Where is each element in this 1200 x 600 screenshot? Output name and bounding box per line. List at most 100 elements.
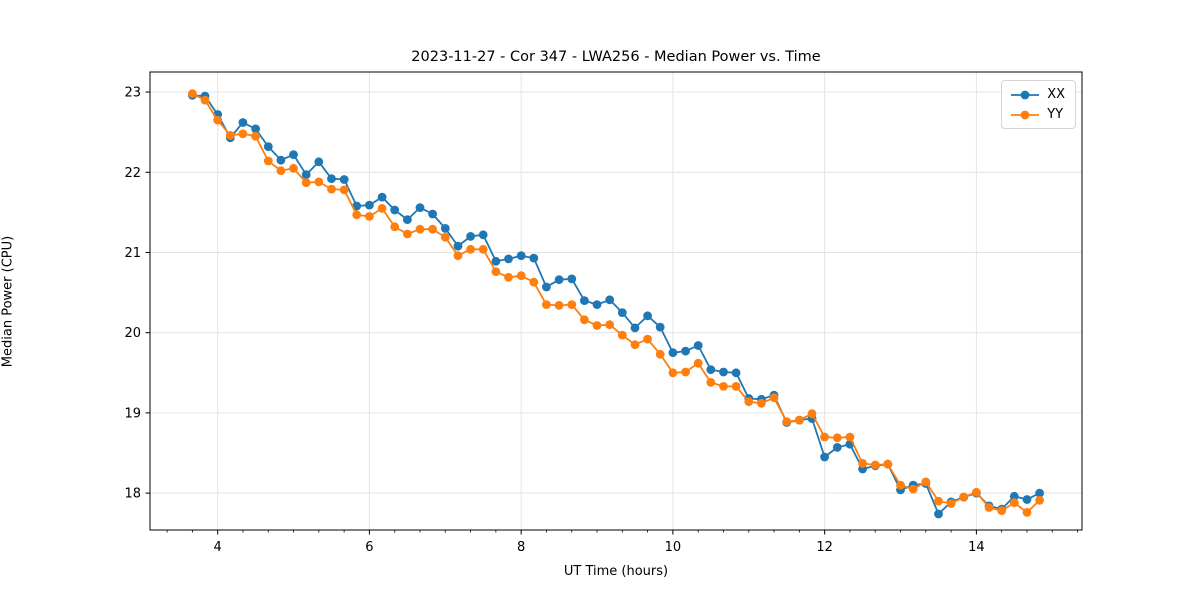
data-point-yy <box>263 156 273 166</box>
x-tick-label: 8 <box>517 540 525 555</box>
data-point-yy <box>719 382 728 391</box>
data-point-yy <box>858 459 867 468</box>
data-point-yy <box>870 460 880 470</box>
x-axis-label: UT Time (hours) <box>563 564 669 579</box>
data-point-yy <box>365 212 374 221</box>
data-point-yy <box>466 244 475 254</box>
data-point-yy <box>934 496 943 506</box>
y-tick-label: 23 <box>124 86 141 101</box>
data-point-xx <box>516 251 526 261</box>
data-point-yy <box>377 204 387 213</box>
y-tick-label: 20 <box>124 326 141 341</box>
data-point-xx <box>276 155 286 165</box>
data-point-yy <box>921 477 931 487</box>
y-axis-label: Median Power (CPU) <box>0 235 16 368</box>
data-point-yy <box>327 184 336 194</box>
legend-item-xx: XX <box>1010 86 1065 103</box>
data-point-yy <box>731 382 741 391</box>
data-point-xx <box>1035 488 1044 498</box>
data-point-xx <box>440 224 450 233</box>
x-tick-label: 6 <box>365 540 373 555</box>
data-point-xx <box>580 296 589 305</box>
data-point-xx <box>415 203 425 213</box>
data-point-yy <box>668 368 678 378</box>
data-point-yy <box>415 224 425 234</box>
data-point-yy <box>908 484 918 494</box>
data-point-xx <box>377 192 387 202</box>
data-point-yy <box>339 185 349 195</box>
data-point-xx <box>731 368 741 378</box>
data-point-xx <box>289 150 298 160</box>
data-point-xx <box>390 205 400 215</box>
data-point-yy <box>567 300 577 309</box>
data-point-yy <box>314 177 324 187</box>
data-point-yy <box>605 320 615 330</box>
legend-line-marker-icon <box>1011 90 1040 99</box>
data-point-xx <box>630 323 640 333</box>
data-point-yy <box>832 433 842 443</box>
data-point-yy <box>1035 495 1044 505</box>
data-point-yy <box>795 415 804 425</box>
data-point-xx <box>529 253 539 263</box>
series-line-yy <box>191 92 1041 514</box>
data-point-yy <box>529 277 539 287</box>
data-point-yy <box>251 131 260 141</box>
data-point-xx <box>466 232 475 241</box>
data-point-xx <box>617 308 627 317</box>
data-point-xx <box>403 215 412 225</box>
data-point-yy <box>238 129 248 139</box>
data-point-yy <box>630 340 640 350</box>
data-point-yy <box>554 301 564 310</box>
data-point-xx <box>453 241 463 251</box>
data-point-yy <box>845 432 855 442</box>
data-point-yy <box>1022 508 1032 517</box>
data-point-yy <box>289 163 298 173</box>
data-point-yy <box>301 178 311 188</box>
data-point-yy <box>820 432 829 442</box>
data-point-yy <box>200 95 210 105</box>
data-point-xx <box>478 230 488 240</box>
data-point-yy <box>592 321 602 330</box>
data-point-yy <box>744 397 754 407</box>
data-point-yy <box>276 166 286 176</box>
data-point-yy <box>984 503 994 512</box>
data-point-yy <box>580 315 589 325</box>
y-tick-label: 18 <box>124 487 141 502</box>
data-point-yy <box>453 251 463 261</box>
data-point-yy <box>188 89 197 99</box>
data-point-yy <box>617 330 627 340</box>
data-point-yy <box>757 398 766 408</box>
data-point-xx <box>314 157 324 167</box>
data-point-xx <box>428 209 437 219</box>
data-point-xx <box>643 311 652 321</box>
axes-border <box>149 71 1083 531</box>
data-point-yy <box>997 506 1007 516</box>
data-point-yy <box>213 115 223 125</box>
data-point-xx <box>605 295 615 305</box>
chart-title: 2023-11-27 - Cor 347 - LWA256 - Median P… <box>411 49 821 65</box>
x-tick-label: 14 <box>968 540 985 555</box>
data-point-xx <box>832 443 842 452</box>
data-point-xx <box>668 348 678 358</box>
data-point-xx <box>1009 491 1019 501</box>
legend-label-xx: XX <box>1047 87 1065 102</box>
data-point-yy <box>352 210 362 220</box>
data-point-xx <box>554 275 564 285</box>
data-point-yy <box>225 131 235 140</box>
data-point-yy <box>972 487 981 497</box>
data-point-xx <box>681 346 690 356</box>
x-tick-label: 10 <box>665 540 682 555</box>
x-tick-label: 4 <box>214 540 222 555</box>
data-point-yy <box>946 499 956 508</box>
data-point-xx <box>655 322 665 332</box>
data-point-yy <box>769 393 779 403</box>
data-point-yy <box>390 222 400 232</box>
data-point-yy <box>428 224 437 234</box>
data-point-yy <box>440 232 450 242</box>
data-point-xx <box>719 367 728 377</box>
data-point-xx <box>251 124 260 134</box>
data-point-xx <box>327 174 336 184</box>
y-tick-label: 21 <box>124 246 141 261</box>
data-point-yy <box>693 358 703 368</box>
